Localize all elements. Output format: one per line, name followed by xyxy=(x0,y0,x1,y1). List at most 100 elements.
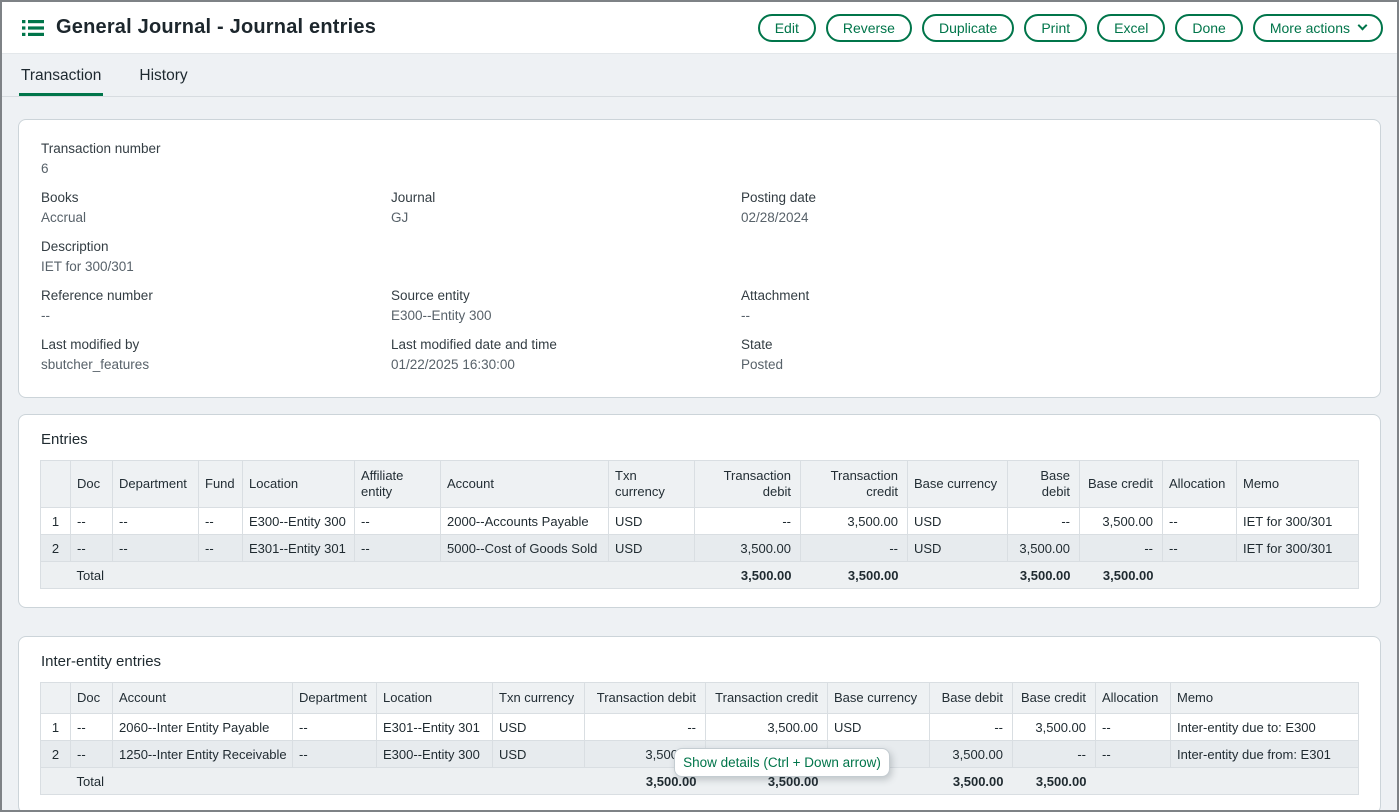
column-header: Base currency xyxy=(827,682,930,714)
field-label: Last modified date and time xyxy=(391,337,557,352)
more-actions-button[interactable]: More actions xyxy=(1252,13,1383,42)
column-header: Base debit xyxy=(1007,460,1080,508)
inter-entity-total-base-debit: 3,500.00 xyxy=(929,767,1013,795)
column-header: Account xyxy=(440,460,609,508)
table-cell: 3,500.00 xyxy=(929,740,1013,768)
field-label: Description xyxy=(41,239,109,254)
column-header: Fund xyxy=(198,460,243,508)
total-cell-empty xyxy=(1095,767,1359,795)
table-cell: 5000--Cost of Goods Sold xyxy=(440,534,609,562)
column-header: Doc xyxy=(70,682,113,714)
table-cell: -- xyxy=(1079,534,1163,562)
top-bar: General Journal - Journal entries Edit R… xyxy=(2,2,1397,54)
column-header: Memo xyxy=(1236,460,1359,508)
table-cell: 2000--Accounts Payable xyxy=(440,507,609,535)
column-header: Transaction debit xyxy=(694,460,801,508)
excel-button[interactable]: Excel xyxy=(1097,13,1166,42)
entries-table: Doc Department Fund Location Affiliate entit… xyxy=(40,460,1359,589)
column-header: Base currency xyxy=(907,460,1008,508)
table-cell: -- xyxy=(1095,713,1171,741)
field-journal: Journal GJ xyxy=(391,189,741,226)
tab-transaction[interactable]: Transaction xyxy=(19,54,104,96)
table-row[interactable]: 1 -- -- -- E300--Entity 300 -- 2000--Accounts … xyxy=(40,507,1359,535)
table-cell: -- xyxy=(70,713,113,741)
column-header: Transaction credit xyxy=(705,682,828,714)
action-buttons: Edit Reverse Duplicate Print Excel Done … xyxy=(757,13,1383,42)
table-cell: -- xyxy=(292,713,377,741)
entries-total-transaction-debit: 3,500.00 xyxy=(694,561,801,589)
table-cell: -- xyxy=(1007,507,1080,535)
column-header: Txn currency xyxy=(608,460,695,508)
table-cell: IET for 300/301 xyxy=(1236,507,1359,535)
inter-entity-total-row: Total 3,500.00 3,500.00 3,500.00 3,500.0… xyxy=(40,767,1359,795)
table-cell: -- xyxy=(1012,740,1096,768)
table-cell: E301--Entity 301 xyxy=(242,534,355,562)
entries-total-base-credit: 3,500.00 xyxy=(1079,561,1163,589)
total-cell-empty xyxy=(40,561,71,589)
column-header: Base credit xyxy=(1079,460,1163,508)
table-cell: -- xyxy=(112,534,199,562)
field-value: sbutcher_features xyxy=(41,357,150,372)
column-header-empty xyxy=(40,682,71,714)
row-number-cell: 2 xyxy=(40,740,71,768)
field-value: GJ xyxy=(391,210,409,225)
print-button[interactable]: Print xyxy=(1024,13,1088,42)
table-cell: E300--Entity 300 xyxy=(376,740,493,768)
table-cell: USD xyxy=(608,534,695,562)
table-row[interactable]: 2 -- 1250--Inter Entity Receivable -- E300--… xyxy=(40,740,1359,768)
table-cell: -- xyxy=(70,507,113,535)
table-cell: 3,500.00 xyxy=(694,534,801,562)
field-value: Accrual xyxy=(41,210,87,225)
done-button[interactable]: Done xyxy=(1175,13,1243,42)
reverse-button[interactable]: Reverse xyxy=(825,13,912,42)
field-reference-number: Reference number -- xyxy=(41,287,391,324)
table-cell: -- xyxy=(292,740,377,768)
entries-total-transaction-credit: 3,500.00 xyxy=(800,561,908,589)
field-label: Source entity xyxy=(391,288,470,303)
inter-entity-table: Doc Account Department Location Txn currency… xyxy=(40,682,1359,795)
table-cell: 3,500.00 xyxy=(1012,713,1096,741)
table-cell: USD xyxy=(907,507,1008,535)
table-cell: USD xyxy=(907,534,1008,562)
table-cell: -- xyxy=(112,507,199,535)
table-cell: USD xyxy=(492,713,585,741)
column-header: Transaction credit xyxy=(800,460,908,508)
row-number-cell: 2 xyxy=(40,534,71,562)
column-header: Department xyxy=(112,460,199,508)
table-cell: -- xyxy=(1162,507,1237,535)
duplicate-button[interactable]: Duplicate xyxy=(921,13,1015,42)
field-label: Posting date xyxy=(741,190,817,205)
column-header: Allocation xyxy=(1162,460,1237,508)
tooltip-text: Show details (Ctrl + Down arrow) xyxy=(683,755,881,770)
column-header: Affiliate entity xyxy=(354,460,441,508)
entries-header-row: Doc Department Fund Location Affiliate entit… xyxy=(40,460,1359,508)
page-content: Transaction number 6 Books Accrual Journ… xyxy=(2,119,1397,810)
field-value: -- xyxy=(741,308,750,323)
table-row[interactable]: 2 -- -- -- E301--Entity 301 -- 5000--Cost of G… xyxy=(40,534,1359,562)
table-cell: -- xyxy=(584,713,706,741)
field-description: Description IET for 300/301 xyxy=(41,238,391,275)
table-cell: E300--Entity 300 xyxy=(242,507,355,535)
table-cell: Inter-entity due to: E300 xyxy=(1170,713,1359,741)
table-cell: 3,500.00 xyxy=(1007,534,1080,562)
field-value: E300--Entity 300 xyxy=(391,308,492,323)
field-label: Books xyxy=(41,190,79,205)
table-cell: -- xyxy=(1162,534,1237,562)
field-last-modified-datetime: Last modified date and time 01/22/2025 1… xyxy=(391,336,741,373)
field-label: Transaction number xyxy=(41,141,161,156)
table-cell: 3,500.00 xyxy=(1079,507,1163,535)
table-cell: -- xyxy=(354,534,441,562)
entries-total-row: Total 3,500.00 3,500.00 3,500.00 3,500.0… xyxy=(40,561,1359,589)
field-last-modified-by: Last modified by sbutcher_features xyxy=(41,336,391,373)
table-row[interactable]: 1 -- 2060--Inter Entity Payable -- E301--Ent… xyxy=(40,713,1359,741)
column-header: Base debit xyxy=(929,682,1013,714)
tab-history[interactable]: History xyxy=(139,67,188,84)
edit-button[interactable]: Edit xyxy=(757,13,816,42)
field-attachment: Attachment -- xyxy=(741,287,1358,324)
inter-entity-total-transaction-debit: 3,500.00 xyxy=(584,767,706,795)
column-header: Transaction debit xyxy=(584,682,706,714)
total-cell-empty xyxy=(40,767,71,795)
table-cell: -- xyxy=(354,507,441,535)
table-cell: 2060--Inter Entity Payable xyxy=(112,713,293,741)
